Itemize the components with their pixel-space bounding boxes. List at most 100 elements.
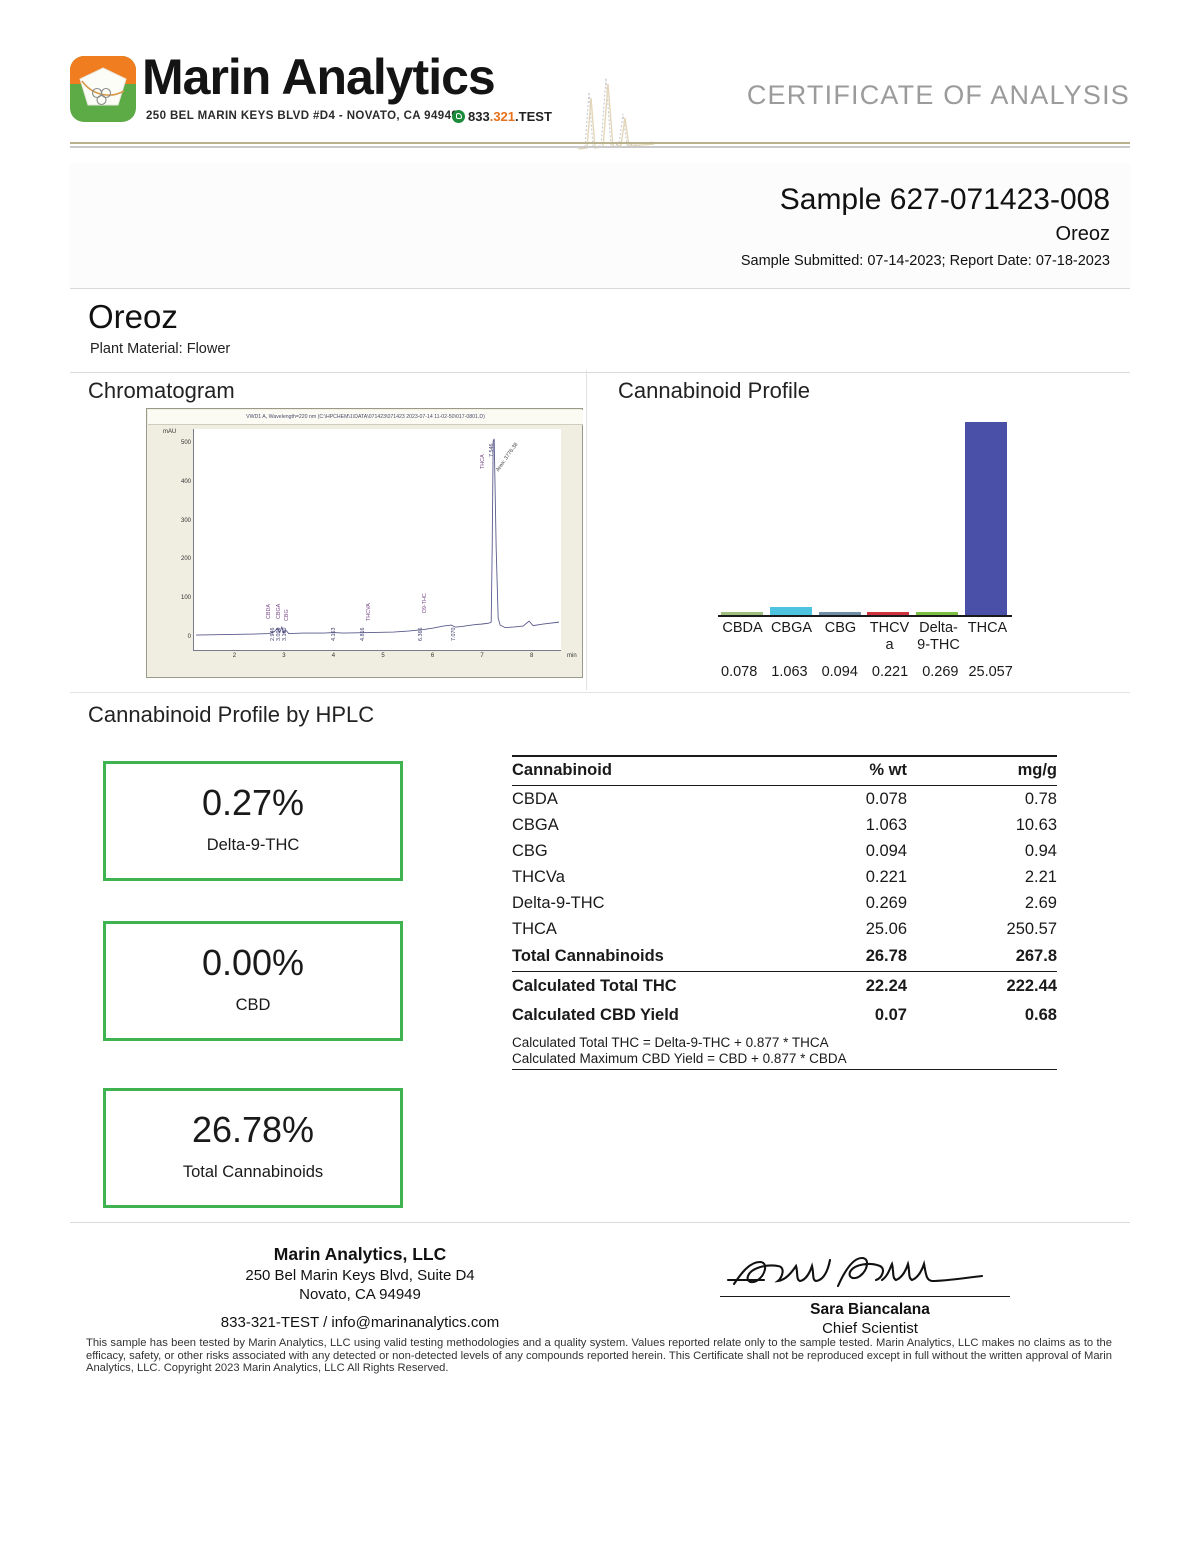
peak-rt-label: 6.366 xyxy=(418,627,424,642)
peak-rt-label: 3.180 xyxy=(282,627,288,642)
cell-percent: 0.269 xyxy=(865,893,907,912)
bar-chart-value-labels: 0.078 1.063 0.094 0.221 0.269 25.057 xyxy=(714,664,1016,680)
col-header-cannabinoid: Cannabinoid xyxy=(512,755,757,786)
peak-name-label: CBG xyxy=(284,609,290,621)
col-header-mg-per-g: mg/g xyxy=(907,755,1057,786)
table-row: Delta-9-THC 0.269 2.69 xyxy=(512,890,1057,916)
cell-percent: 22.24 xyxy=(865,977,907,995)
cell-percent: 0.221 xyxy=(865,867,907,886)
y-tick: 100 xyxy=(180,595,191,602)
x-tick: 8 xyxy=(529,653,534,659)
peak-name-label: CBDA xyxy=(266,604,272,619)
table-row: THCVa 0.221 2.21 xyxy=(512,864,1057,890)
phone-icon xyxy=(452,110,465,123)
footer-company-name: Marin Analytics, LLC xyxy=(273,1244,447,1264)
page-header: Marin Analytics 250 BEL MARIN KEYS BLVD … xyxy=(70,48,1130,150)
sample-id: Sample 627-071423-008 xyxy=(779,183,1110,216)
table-row: CBDA 0.078 0.78 xyxy=(512,786,1057,813)
y-tick: 500 xyxy=(180,440,191,447)
cell-analyte: THCVa xyxy=(512,867,565,886)
bar-value-label: 0.078 xyxy=(721,664,758,680)
cannabinoid-results-table: Cannabinoid % wt mg/g CBDA 0.078 0.78 CB… xyxy=(512,755,1057,1070)
table-row: THCA 25.06 250.57 xyxy=(512,916,1057,942)
bar-chart-baseline xyxy=(718,615,1012,617)
cell-percent: 0.094 xyxy=(865,841,907,860)
formula-note-cbd-yield: Calculated Maximum CBD Yield = CBD + 0.8… xyxy=(512,1050,847,1066)
sample-info-block: Sample 627-071423-008 Oreoz Sample Submi… xyxy=(70,163,1130,289)
bar-category-label: THCV a xyxy=(869,620,910,653)
peak-name-label: D9-THC xyxy=(422,593,428,613)
bar-cbga xyxy=(770,606,812,615)
cell-percent: 1.063 xyxy=(865,815,907,834)
table-row-calculated-total-thc: Calculated Total THC 22.24 222.44 xyxy=(512,972,1057,1002)
signature-block: Sara Biancalana Chief Scientist xyxy=(720,1250,1020,1337)
x-tick: 7 xyxy=(480,653,484,659)
y-tick: 300 xyxy=(180,517,191,524)
cell-percent: 25.06 xyxy=(865,919,907,938)
cannabinoid-profile-chart: CBDA CBGA CBG THCV a Delta- 9-THC THCA 0.0… xyxy=(606,370,1130,690)
brand-phone: 833.321.TEST xyxy=(452,108,552,124)
phone-part-1: 833 xyxy=(468,109,490,124)
cell-analyte: Calculated Total THC xyxy=(512,977,677,995)
cell-percent: 0.078 xyxy=(865,789,907,808)
brand-address: 250 BEL MARIN KEYS BLVD #D4 - NOVATO, CA… xyxy=(146,110,459,122)
section-title-chromatogram: Chromatogram xyxy=(88,378,235,403)
y-tick: 400 xyxy=(180,479,191,486)
cell-analyte: CBGA xyxy=(512,815,559,834)
peak-rt-label: 7.546 xyxy=(489,443,495,458)
formula-notes-cell: Calculated Total THC = Delta-9-THC + 0.8… xyxy=(512,1030,1057,1070)
chromatogram-image: VWD1 A, Wavelength=220 nm (C:\HPCHEM\1\D… xyxy=(146,408,583,678)
chromatogram-plot: 500 400 300 200 100 0 2 3 4 5 6 7 8 C xyxy=(181,429,561,659)
cell-mgg: 2.69 xyxy=(1024,893,1057,912)
strain-header: Oreoz Plant Material: Flower xyxy=(70,288,1130,373)
results-table-wrap: Cannabinoid % wt mg/g CBDA 0.078 0.78 CB… xyxy=(512,755,1057,1070)
highlight-label: Total Cannabinoids xyxy=(182,1163,324,1181)
legal-disclaimer: This sample has been tested by Marin Ana… xyxy=(86,1337,1112,1375)
x-tick: 3 xyxy=(282,653,286,659)
signature-icon xyxy=(726,1256,984,1288)
cell-mgg: 10.63 xyxy=(1015,815,1057,834)
sample-strain-name: Oreoz xyxy=(1055,223,1110,245)
highlight-box-total-cannabinoids: 26.78% Total Cannabinoids xyxy=(103,1088,403,1208)
brand-name: Marin Analytics xyxy=(142,49,496,105)
strain-material: Plant Material: Flower xyxy=(90,341,231,357)
x-tick: 6 xyxy=(430,653,435,659)
col-header-percent-wt: % wt xyxy=(757,755,907,786)
cell-mgg: 0.78 xyxy=(1024,789,1057,808)
chromatogram-x-unit: min xyxy=(567,653,577,659)
cell-analyte: Total Cannabinoids xyxy=(512,942,757,972)
cell-mgg: 0.68 xyxy=(1024,1006,1057,1024)
table-row-total-cannabinoids: Total Cannabinoids 26.78 267.8 xyxy=(512,942,1057,972)
table-header-row: Cannabinoid % wt mg/g xyxy=(512,755,1057,786)
peak-rt-label: 4.163 xyxy=(331,627,337,642)
cell-analyte: Delta-9-THC xyxy=(512,893,605,912)
cell-mgg: 0.94 xyxy=(1024,841,1057,860)
chromatogram-trace xyxy=(195,438,560,636)
company-logo xyxy=(70,56,136,122)
signer-name: Sara Biancalana xyxy=(810,1301,930,1319)
bar-chart-category-labels: CBDA CBGA CBG THCV a Delta- 9-THC THCA xyxy=(718,620,1012,654)
bar-delta-9-thc xyxy=(916,612,958,615)
highlight-value: 0.27% xyxy=(201,782,305,823)
footer-divider xyxy=(70,1222,1130,1223)
table-row-formulas: Calculated Total THC = Delta-9-THC + 0.8… xyxy=(512,1030,1057,1070)
highlight-box-delta-9-thc: 0.27% Delta-9-THC xyxy=(103,761,403,881)
highlight-value: 26.78% xyxy=(191,1109,315,1150)
hplc-section-divider xyxy=(70,692,1130,693)
y-tick: 200 xyxy=(180,556,191,563)
bar-value-label: 0.269 xyxy=(922,664,959,680)
signer-role: Chief Scientist xyxy=(822,1320,918,1338)
bar-category-label: THCA xyxy=(967,620,1008,636)
peak-rt-label: 7.070 xyxy=(451,627,457,642)
bar-category-label: CBGA xyxy=(770,620,813,636)
footer-address-line-1: 250 Bel Marin Keys Blvd, Suite D4 xyxy=(245,1267,475,1284)
brand-block: Marin Analytics 250 BEL MARIN KEYS BLVD … xyxy=(142,48,642,122)
cell-analyte: THCA xyxy=(512,919,557,938)
cell-analyte: Calculated CBD Yield xyxy=(512,1006,679,1024)
highlight-label: Delta-9-THC xyxy=(206,836,300,854)
bar-cbda xyxy=(721,612,764,615)
cell-analyte: CBDA xyxy=(512,789,558,808)
cell-mgg: 2.21 xyxy=(1024,867,1057,886)
bar-value-label: 1.063 xyxy=(771,664,808,680)
highlight-box-cbd: 0.00% CBD xyxy=(103,921,403,1041)
